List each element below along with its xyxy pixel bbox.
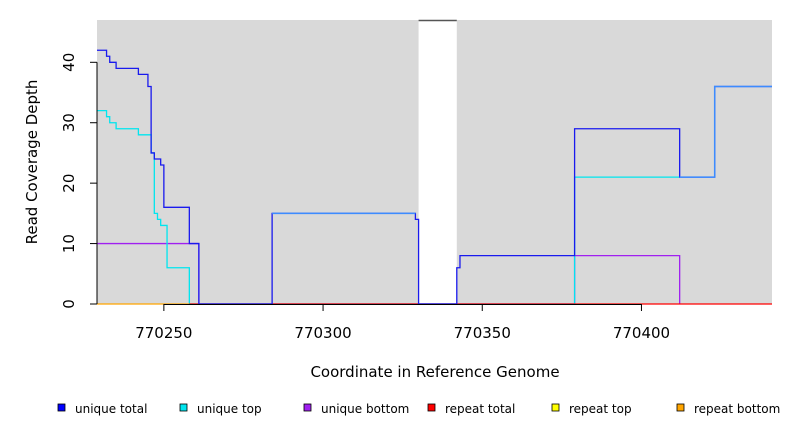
- legend-swatch-unique-total: [57, 403, 66, 412]
- y-axis-label: Read Coverage Depth: [23, 80, 41, 245]
- legend-swatch-repeat-bottom: [676, 403, 685, 412]
- x-tick-label: 770300: [294, 324, 351, 342]
- legend-label-unique-bottom: unique bottom: [321, 402, 409, 416]
- x-axis-label: Coordinate in Reference Genome: [310, 363, 559, 381]
- x-tick-label: 770250: [135, 324, 192, 342]
- series-line-unique-total: [97, 49, 772, 305]
- y-tick-label: 40: [60, 53, 78, 72]
- legend-label-repeat-top: repeat top: [569, 402, 632, 416]
- series-line-unique-top: [97, 109, 680, 305]
- legend-swatch-unique-top: [179, 403, 188, 412]
- legend-label-unique-top: unique top: [197, 402, 262, 416]
- x-tick-label: 770350: [454, 324, 511, 342]
- y-tick-label: 20: [60, 174, 78, 193]
- gap-region: [418, 20, 457, 304]
- legend-swatch-repeat-top: [551, 403, 560, 412]
- legend-swatch-unique-bottom: [303, 403, 312, 412]
- overlay-line-1: [679, 85, 772, 178]
- legend-label-repeat-total: repeat total: [445, 402, 515, 416]
- y-tick-label: 10: [60, 234, 78, 253]
- y-tick-label: 30: [60, 113, 78, 132]
- legend-label-unique-total: unique total: [75, 402, 147, 416]
- legend-swatch-repeat-total: [427, 403, 436, 412]
- legend-label-repeat-bottom: repeat bottom: [694, 402, 780, 416]
- y-tick-label: 0: [60, 299, 78, 309]
- x-tick-label: 770400: [613, 324, 670, 342]
- legend: unique total unique top unique bottom repea…: [57, 402, 780, 416]
